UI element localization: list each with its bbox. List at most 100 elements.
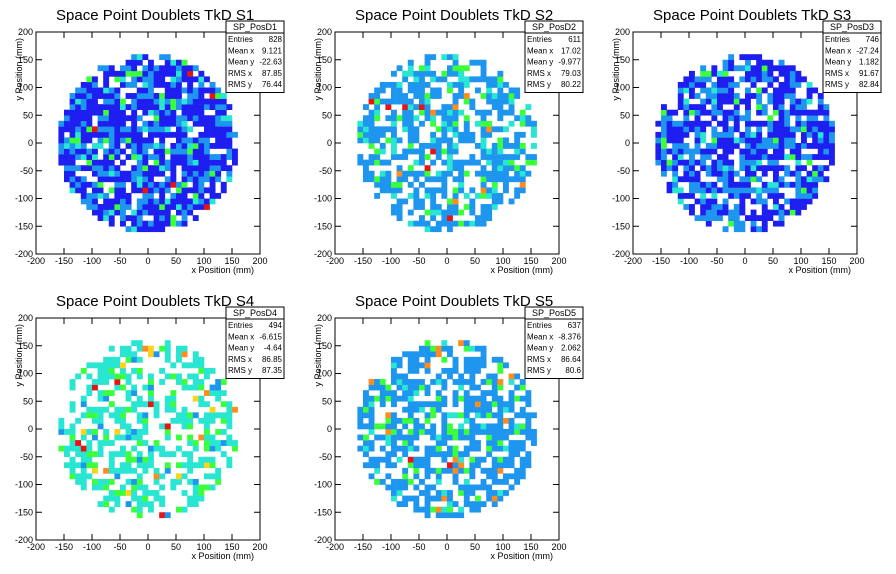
heatmap-cell xyxy=(374,395,381,402)
heatmap-cell xyxy=(475,356,481,363)
heatmap-cell xyxy=(114,87,121,94)
heatmap-cell xyxy=(148,395,154,402)
heatmap-cell xyxy=(125,115,132,122)
heatmap-cell xyxy=(778,209,785,216)
heatmap-cell xyxy=(170,59,177,66)
heatmap-cell xyxy=(829,159,835,166)
heatmap-cell xyxy=(722,170,729,177)
heatmap-cell xyxy=(419,120,425,127)
heatmap-cell xyxy=(131,226,138,233)
heatmap-cell xyxy=(131,401,138,408)
heatmap-cell xyxy=(728,76,735,83)
heatmap-cell xyxy=(391,434,397,441)
heatmap-cell xyxy=(508,401,515,408)
heatmap-cell xyxy=(198,490,205,496)
heatmap-cell xyxy=(192,104,199,110)
heatmap-cell xyxy=(508,456,515,463)
heatmap-cell xyxy=(209,93,216,99)
heatmap-cell xyxy=(435,351,442,358)
heatmap-cell xyxy=(215,384,222,391)
heatmap-cell xyxy=(424,362,431,369)
heatmap-cell xyxy=(181,417,188,424)
heatmap-cell xyxy=(508,98,515,105)
heatmap-cell xyxy=(86,406,93,413)
heatmap-cell xyxy=(447,434,453,441)
heatmap-cell xyxy=(136,54,143,61)
y-tick-label: 0 xyxy=(28,424,33,434)
heatmap-cell xyxy=(480,204,487,210)
heatmap-cell xyxy=(125,226,132,233)
heatmap-cell xyxy=(159,81,166,88)
heatmap-cell xyxy=(447,373,453,380)
heatmap-cell xyxy=(75,445,82,452)
heatmap-cell xyxy=(69,120,76,127)
heatmap-cell xyxy=(722,176,729,183)
heatmap-cell xyxy=(677,187,684,194)
heatmap-cell xyxy=(689,81,695,88)
heatmap-cell xyxy=(226,104,233,110)
heatmap-cell xyxy=(475,456,481,463)
heatmap-cell xyxy=(424,367,431,374)
heatmap-cell xyxy=(525,115,532,122)
heatmap-cell xyxy=(86,445,93,452)
heatmap-cell xyxy=(694,198,701,205)
y-tick-label: -50 xyxy=(20,452,33,462)
heatmap-cell xyxy=(108,362,115,369)
x-tick-label: 100 xyxy=(196,256,211,266)
heatmap-cell xyxy=(778,87,785,94)
heatmap-cell xyxy=(728,170,735,177)
heatmap-cell xyxy=(689,104,695,110)
y-tick-label: 100 xyxy=(317,369,332,379)
heatmap-cell xyxy=(164,451,171,458)
stats-value: -4.64 xyxy=(264,344,283,353)
y-tick-label: 50 xyxy=(620,110,630,120)
heatmap-cell xyxy=(170,417,177,424)
heatmap-cell xyxy=(767,81,774,88)
heatmap-cell xyxy=(694,143,701,149)
heatmap-cell xyxy=(204,148,210,155)
heatmap-cell xyxy=(120,406,126,413)
heatmap-cell xyxy=(722,131,729,138)
heatmap-cell xyxy=(136,165,143,172)
heatmap-cell xyxy=(694,170,701,177)
heatmap-cell xyxy=(131,434,138,441)
heatmap-cell xyxy=(756,87,763,94)
heatmap-cell xyxy=(69,429,76,435)
heatmap-cell xyxy=(817,154,824,160)
heatmap-cell xyxy=(164,59,171,66)
stats-value: 82.84 xyxy=(859,80,880,89)
heatmap-cell xyxy=(525,154,532,160)
heatmap-cell xyxy=(64,120,70,127)
heatmap-cell xyxy=(164,467,171,474)
heatmap-cell xyxy=(756,65,763,72)
heatmap-cell xyxy=(103,81,110,88)
heatmap-cell xyxy=(745,126,751,133)
heatmap-cell xyxy=(801,154,807,160)
heatmap-cell xyxy=(363,451,369,458)
heatmap-cell xyxy=(761,170,768,177)
heatmap-cell xyxy=(452,159,459,166)
heatmap-cell xyxy=(689,187,695,194)
heatmap-cell xyxy=(92,165,98,172)
heatmap-cell xyxy=(103,390,110,396)
heatmap-cell xyxy=(374,434,381,441)
heatmap-cell xyxy=(784,81,791,88)
heatmap-cell xyxy=(170,87,177,94)
heatmap-cell xyxy=(475,406,481,413)
heatmap-cell xyxy=(69,93,76,99)
heatmap-cell xyxy=(435,209,442,216)
heatmap-cell xyxy=(486,406,493,413)
heatmap-cell xyxy=(514,131,521,138)
heatmap-cell xyxy=(396,93,403,99)
heatmap-cell xyxy=(480,220,487,227)
heatmap-cell xyxy=(503,159,509,166)
heatmap-cell xyxy=(103,159,110,166)
heatmap-cell xyxy=(430,423,437,430)
heatmap-cell xyxy=(801,104,807,110)
heatmap-cell xyxy=(519,440,526,446)
heatmap-cell xyxy=(136,356,143,363)
heatmap-cell xyxy=(103,165,110,172)
heatmap-cell xyxy=(430,148,437,155)
heatmap-cell xyxy=(801,187,807,194)
heatmap-cell xyxy=(164,176,171,183)
